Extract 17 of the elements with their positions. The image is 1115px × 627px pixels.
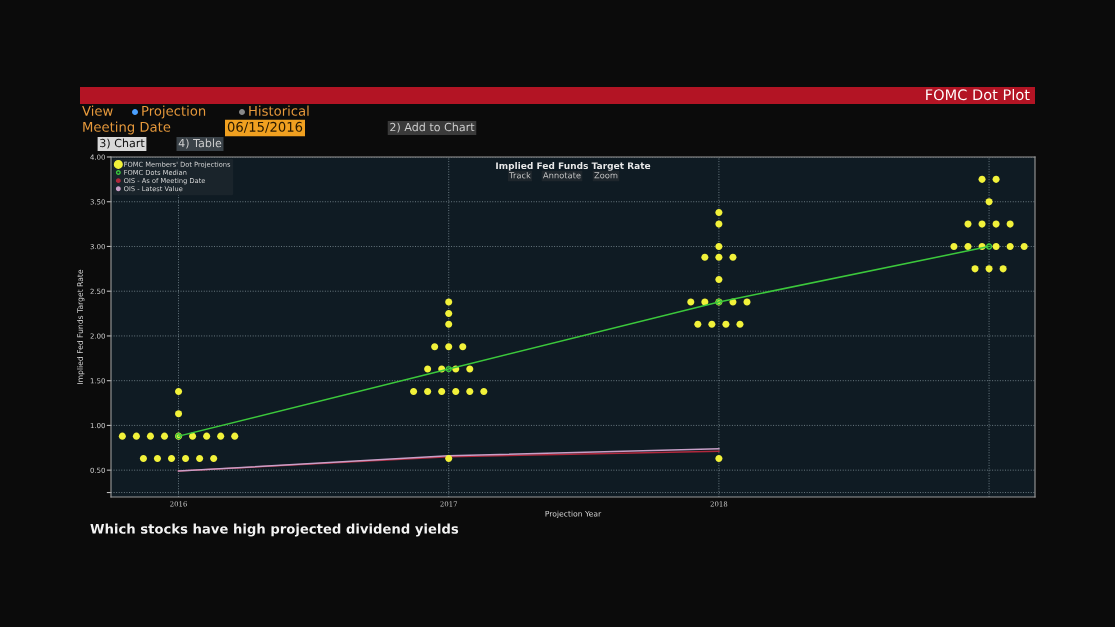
text: Projection: [142, 105, 206, 119]
text: 2) Add to Chart: [390, 122, 475, 133]
text: Which stocks have high projected dividend yields: [90, 523, 459, 537]
annotation: Track: [509, 171, 531, 179]
line-series: [175, 243, 993, 440]
point: [985, 243, 993, 250]
text: 4) Table: [178, 138, 222, 149]
point: [445, 365, 452, 373]
annotation: Zoom: [594, 172, 618, 179]
text: Historical: [249, 105, 309, 116]
text: 06/15/2016: [227, 121, 303, 133]
text: Implied Fed Funds Target Rate: [496, 162, 651, 171]
chart-title: FOMC Dot Plot: [926, 88, 1030, 101]
text: 3) Chart: [100, 138, 145, 149]
text: Meeting Date: [83, 121, 171, 135]
annotation: Annotate: [543, 172, 581, 179]
text: View: [82, 105, 113, 116]
